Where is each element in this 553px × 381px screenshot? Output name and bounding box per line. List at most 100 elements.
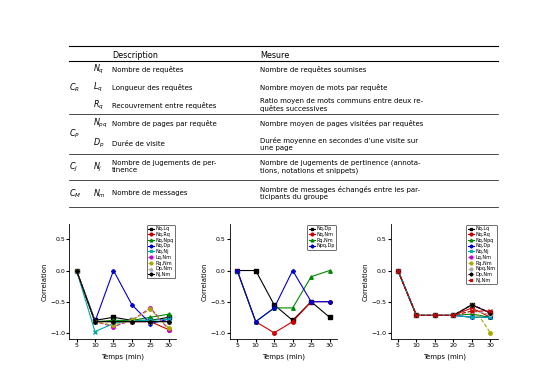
Dp,Nm [129, 319, 135, 324]
Text: $L_q$: $L_q$ [93, 81, 102, 94]
Nq,Dp [413, 313, 420, 318]
Npq,Nm [468, 309, 475, 313]
Lq,Nm [468, 303, 475, 307]
X-axis label: Temps (min): Temps (min) [422, 354, 466, 360]
Nq,Lq [92, 318, 98, 323]
Text: Nombre de requêtes soumises: Nombre de requêtes soumises [260, 66, 366, 74]
Nj,Nm [92, 319, 98, 324]
Rq,Nm [271, 306, 278, 310]
Nq,Dp [92, 319, 98, 324]
Rq,Nm [326, 268, 333, 273]
Nq,Nj [147, 318, 154, 323]
Nq,Rq [110, 319, 117, 324]
Line: Npq,Dp: Npq,Dp [236, 269, 331, 323]
Rq,Nm [487, 331, 494, 335]
Nq,Lq [165, 315, 172, 320]
Nq,Npq [147, 315, 154, 320]
Line: Lq,Nm: Lq,Nm [75, 269, 171, 331]
Nq,Npq [110, 318, 117, 323]
Lq,Nm [450, 313, 457, 318]
Npq,Nm [450, 313, 457, 318]
Text: $N_m$: $N_m$ [93, 187, 106, 200]
Dp,Nm [413, 313, 420, 318]
Text: Nombre de pages par requête: Nombre de pages par requête [112, 120, 217, 127]
Npq,Dp [234, 268, 241, 273]
Npq,Dp [326, 299, 333, 304]
Nq,Dp [395, 268, 401, 273]
Lq,Nm [165, 327, 172, 332]
Nq,Lq [431, 313, 438, 318]
Nq,Nj [110, 321, 117, 326]
Dp,Nm [110, 319, 117, 324]
Rq,Nm [147, 307, 154, 311]
Lq,Nm [73, 268, 80, 273]
Line: Nq,Npq: Nq,Npq [75, 269, 171, 323]
Dp,Nm [487, 311, 494, 315]
Npq,Dp [289, 268, 296, 273]
Nq,Npq [450, 313, 457, 318]
Nq,Nm [234, 268, 241, 273]
Nq,Dp [326, 315, 333, 320]
Npq,Nm [413, 313, 420, 318]
Npq,Nm [431, 313, 438, 318]
Line: Nj,Nm: Nj,Nm [396, 269, 492, 317]
Nq,Nj [431, 313, 438, 318]
Npq,Nm [487, 312, 494, 317]
Line: Nq,Lq: Nq,Lq [75, 269, 171, 322]
Line: Nq,Dp: Nq,Dp [396, 269, 492, 319]
Npq,Nm [395, 268, 401, 273]
Nq,Nj [413, 313, 420, 318]
Dp,Nm [165, 319, 172, 324]
Line: Rq,Nm: Rq,Nm [75, 269, 171, 330]
Nq,Dp [308, 299, 315, 304]
Nq,Dp [110, 268, 117, 273]
Text: Longueur des requêtes: Longueur des requêtes [112, 84, 192, 91]
Lq,Nm [413, 313, 420, 318]
Lq,Nm [487, 311, 494, 315]
Nq,Rq [147, 319, 154, 324]
Nq,Npq [395, 268, 401, 273]
Line: Nq,Rq: Nq,Rq [396, 269, 492, 319]
Nq,Dp [234, 268, 241, 273]
Nq,Npq [129, 318, 135, 323]
X-axis label: Temps (min): Temps (min) [262, 354, 305, 360]
Y-axis label: Correlation: Correlation [202, 262, 208, 301]
Line: Nq,Nj: Nq,Nj [396, 269, 492, 319]
Text: $N_{pq}$: $N_{pq}$ [93, 117, 108, 130]
Rq,Nm [110, 323, 117, 328]
Nq,Rq [92, 319, 98, 324]
Lq,Nm [92, 319, 98, 324]
Line: Lq,Nm: Lq,Nm [396, 269, 492, 317]
Nq,Nj [73, 268, 80, 273]
Lq,Nm [147, 306, 154, 310]
Text: Recouvrement entre requêtes: Recouvrement entre requêtes [112, 102, 216, 109]
Nq,Npq [413, 313, 420, 318]
Line: Rq,Nm: Rq,Nm [236, 269, 331, 323]
Nq,Npq [431, 313, 438, 318]
Nq,Dp [147, 321, 154, 326]
Line: Dp,Nm: Dp,Nm [75, 269, 171, 323]
Text: Nombre de requêtes: Nombre de requêtes [112, 66, 184, 74]
Lq,Nm [129, 318, 135, 323]
Nq,Rq [450, 313, 457, 318]
Lq,Nm [395, 268, 401, 273]
Rq,Nm [289, 306, 296, 310]
Nj,Nm [413, 313, 420, 318]
Rq,Nm [395, 268, 401, 273]
Y-axis label: Correlation: Correlation [41, 262, 47, 301]
Nq,Npq [73, 268, 80, 273]
Line: Npq,Nm: Npq,Nm [396, 269, 492, 317]
Text: $C_M$: $C_M$ [69, 187, 81, 200]
Nq,Nm [326, 299, 333, 304]
Text: Description: Description [112, 51, 158, 60]
Nj,Nm [129, 319, 135, 324]
Line: Rq,Nm: Rq,Nm [396, 269, 492, 335]
Nq,Nm [252, 319, 259, 324]
Lq,Nm [110, 324, 117, 329]
Npq,Dp [271, 306, 278, 310]
Rq,Nm [252, 319, 259, 324]
Dp,Nm [450, 313, 457, 318]
Text: $N_q$: $N_q$ [93, 63, 104, 77]
Dp,Nm [92, 319, 98, 324]
Nq,Lq [110, 315, 117, 320]
